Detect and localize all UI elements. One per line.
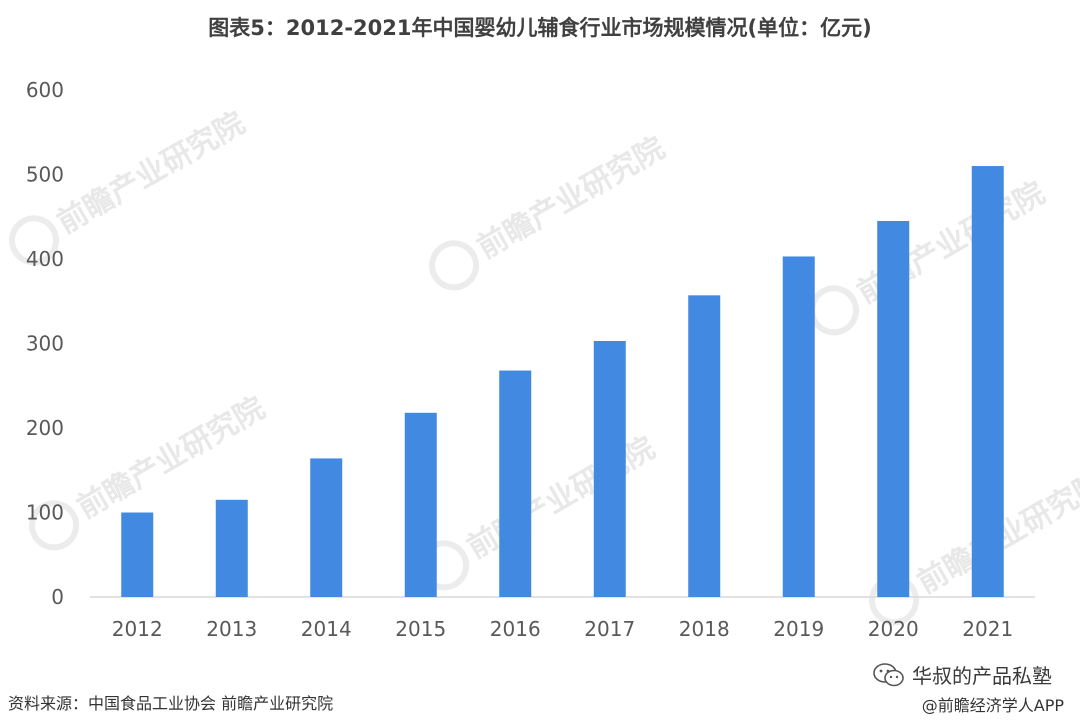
y-tick-label: 500 (26, 163, 64, 187)
bar-2012 (121, 512, 154, 597)
watermark: 前瞻产业研究院 (429, 131, 671, 291)
chart-title: 图表5：2012-2021年中国婴幼儿辅食行业市场规模情况(单位：亿元) (208, 16, 872, 40)
account-badge: 华叔的产品私塾 (872, 660, 1052, 689)
watermark: 前瞻产业研究院 (809, 176, 1051, 336)
x-tick-label: 2018 (679, 617, 730, 641)
x-tick-label: 2021 (962, 617, 1013, 641)
x-tick-label: 2014 (301, 617, 352, 641)
bar-2018 (688, 295, 721, 597)
x-tick-label: 2015 (395, 617, 446, 641)
bar-2016 (499, 370, 532, 597)
source-note: 资料来源：中国食品工业协会 前瞻产业研究院 (8, 694, 334, 713)
y-tick-label: 100 (26, 501, 64, 525)
y-tick-label: 200 (26, 416, 64, 440)
y-tick-label: 0 (51, 585, 64, 609)
x-axis: 2012 2013 2014 2015 2016 2017 2018 2019 2020 2021 (112, 617, 1013, 641)
x-tick-label: 2017 (584, 617, 635, 641)
y-axis: 0 100 200 300 400 500 600 (26, 78, 64, 609)
watermark-text: 前瞻产业研究院 (462, 431, 661, 566)
x-tick-label: 2016 (490, 617, 541, 641)
bars (121, 166, 1004, 598)
x-tick-label: 2013 (206, 617, 257, 641)
watermark-logo-icon (29, 500, 80, 551)
bar-2015 (404, 412, 437, 597)
bar-2013 (215, 499, 248, 597)
watermark-text: 前瞻产业研究院 (472, 131, 671, 266)
bar-2014 (310, 458, 343, 597)
y-tick-label: 600 (26, 78, 64, 102)
bar-2019 (782, 256, 815, 597)
bar-2021 (971, 166, 1004, 598)
watermark-logo-icon (9, 215, 60, 266)
watermark-logo-icon (809, 285, 860, 336)
x-tick-label: 2012 (112, 617, 163, 641)
bar-2017 (593, 340, 626, 597)
x-tick-label: 2020 (868, 617, 919, 641)
account-name: 华叔的产品私塾 (912, 664, 1052, 688)
bar-2020 (877, 220, 910, 597)
app-handle: @前瞻经济学人APP (921, 696, 1064, 715)
watermark-layer: 前瞻产业研究院前瞻产业研究院前瞻产业研究院前瞻产业研究院前瞻产业研究院前瞻产业研… (9, 106, 1080, 626)
watermark-text: 前瞻产业研究院 (52, 106, 251, 241)
y-tick-label: 300 (26, 332, 64, 356)
y-tick-label: 400 (26, 247, 64, 271)
x-tick-label: 2019 (773, 617, 824, 641)
wechat-icon (873, 662, 904, 686)
watermark-logo-icon (429, 240, 480, 291)
